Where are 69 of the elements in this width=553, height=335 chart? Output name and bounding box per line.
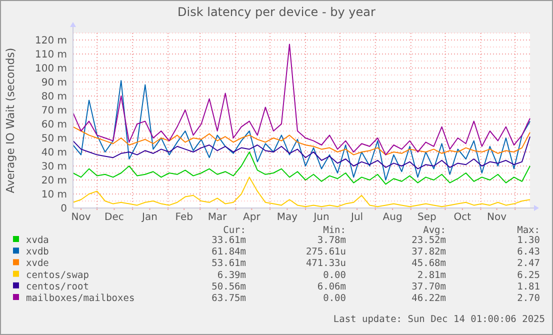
x-tick-label: Apr (243, 212, 262, 223)
y-tick-label: 50 m (41, 134, 67, 144)
text: 46.22m (412, 293, 446, 304)
line-series (72, 136, 530, 170)
x-tick-label: Jul (350, 212, 364, 223)
text: 33.61m (212, 235, 246, 246)
text: 6.25 (517, 270, 540, 281)
text: 45.68m (412, 258, 446, 270)
y-tick-label: 30 m (41, 162, 67, 172)
x-tick-label: Sep (417, 212, 436, 223)
line-series (72, 80, 530, 180)
text: 53.61m (212, 258, 246, 270)
text: 275.61u (306, 246, 346, 258)
y-axis-title: Average IO Wait (seconds) (4, 48, 17, 194)
text: Cur: (223, 225, 246, 236)
text: 2.70 (517, 293, 540, 304)
x-tick-label: Jun (312, 212, 330, 223)
x-tick-label: Aug (382, 212, 402, 223)
text: 37.70m (412, 281, 446, 292)
legend-label: xvdb (26, 246, 50, 258)
text: 63.75m (212, 293, 246, 304)
legend-label: xvde (26, 258, 50, 270)
text: 2.81m (417, 270, 446, 281)
text: 37.82m (412, 246, 446, 258)
text: 6.39m (217, 270, 246, 281)
text: 0.00 (323, 270, 346, 281)
x-tick-label: May (276, 212, 298, 223)
x-tick-label: Mar (208, 212, 228, 223)
y-tick-label: 40 m (41, 148, 67, 158)
line-series (72, 126, 530, 156)
text: 1.81 (517, 281, 540, 292)
line-series (72, 152, 530, 185)
y-tick-label: 20 m (41, 176, 67, 186)
legend-label: xvda (26, 235, 49, 246)
line-series (72, 44, 530, 156)
text: 2.47 (517, 258, 540, 270)
text: Max: (517, 225, 540, 236)
text: 0.00 (323, 293, 346, 304)
text: 50.56m (212, 281, 246, 292)
text: Last update: Sun Dec 14 01:00:06 2025 (333, 314, 545, 325)
legend-label: centos/root (26, 281, 89, 292)
legend-label: mailboxes/mailboxes (26, 293, 135, 304)
y-tick-label: 0 (60, 204, 67, 214)
y-tick-label: 120 m (34, 36, 67, 46)
legend-label: centos/swap (26, 270, 90, 281)
y-tick-label: 10 m (41, 190, 67, 200)
y-tick-label: 110 m (34, 50, 67, 60)
text: 6.06m (317, 281, 346, 292)
y-tick-label: 70 m (41, 106, 67, 116)
text: 3.78m (317, 235, 346, 246)
y-tick-label: 100 m (34, 64, 67, 74)
text: 23.52m (412, 235, 446, 246)
y-tick-label: 80 m (41, 92, 67, 102)
text: Min: (323, 225, 346, 236)
text: 61.84m (212, 246, 246, 258)
x-tick-label: Nov (71, 212, 91, 223)
line-series (72, 176, 530, 208)
x-tick-label: Oct (454, 212, 472, 223)
chart-title: Disk latency per device - by year (178, 5, 376, 19)
x-tick-label: Dec (104, 212, 124, 223)
x-tick-label: Nov (487, 212, 507, 223)
y-tick-label: 90 m (41, 78, 67, 88)
x-tick-label: Feb (175, 212, 193, 223)
y-tick-label: 60 m (41, 120, 67, 130)
x-tick-label: Jan (141, 212, 158, 223)
text: 6.43 (517, 246, 540, 258)
text: 1.30 (517, 235, 540, 246)
text: 471.33u (306, 258, 346, 270)
text: Avg: (423, 225, 446, 236)
